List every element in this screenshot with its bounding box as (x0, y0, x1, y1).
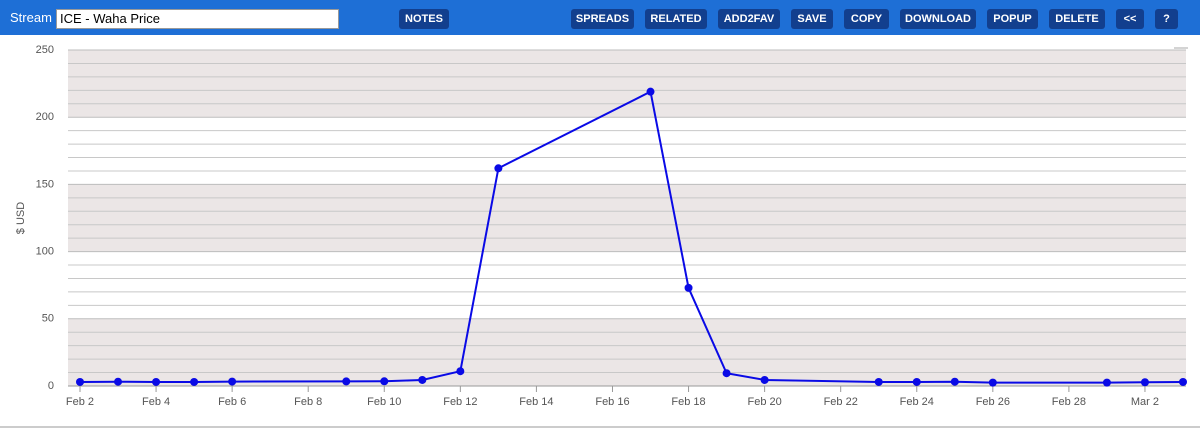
data-point (380, 377, 389, 386)
toolbar: Stream ICE - Waha Price NOTES SPREADS RE… (0, 0, 1200, 35)
data-point (76, 377, 84, 386)
button[interactable]: DELETE (1049, 9, 1105, 29)
x-tick-label: Feb 14 (519, 396, 553, 408)
button[interactable]: RELATED (645, 9, 707, 29)
x-tick-label: Feb 26 (976, 396, 1010, 408)
y-tick-label: 100 (36, 246, 54, 258)
data-point (646, 87, 655, 96)
grid-band (68, 318, 1186, 386)
button[interactable]: NOTES (399, 9, 449, 29)
data-point (988, 378, 997, 387)
data-point (1140, 378, 1149, 387)
x-tick-label: Feb 24 (900, 396, 934, 408)
y-tick-label: 200 (36, 111, 54, 123)
x-tick-label: Feb 28 (1052, 396, 1086, 408)
x-tick-label: Feb 16 (595, 396, 629, 408)
y-tick-label: 250 (36, 44, 54, 56)
data-point (418, 375, 427, 384)
data-point (874, 377, 883, 386)
data-point (760, 375, 769, 384)
data-point (684, 283, 693, 292)
data-point (152, 377, 161, 386)
data-point (114, 377, 123, 386)
button[interactable]: DOWNLOAD (900, 9, 976, 29)
stream-input[interactable]: ICE - Waha Price (56, 9, 339, 29)
grid-band (68, 50, 1186, 118)
grid-band (68, 184, 1186, 252)
data-point (456, 367, 465, 376)
data-point (190, 377, 199, 386)
data-point (722, 369, 731, 378)
y-axis-label: $ USD (15, 202, 27, 234)
x-tick-label: Feb 6 (218, 396, 246, 408)
y-tick-label: 0 (48, 380, 54, 392)
y-tick-label: 50 (42, 313, 54, 325)
data-point (342, 377, 351, 386)
x-tick-label: Mar 2 (1131, 396, 1159, 408)
button[interactable]: COPY (844, 9, 889, 29)
button[interactable]: ADD2FAV (718, 9, 780, 29)
y-tick-label: 150 (36, 178, 54, 190)
x-tick-label: Feb 4 (142, 396, 170, 408)
x-tick-label: Feb 18 (671, 396, 705, 408)
x-tick-label: Feb 10 (367, 396, 401, 408)
x-tick-label: Feb 2 (66, 396, 94, 408)
data-point (1179, 377, 1187, 386)
data-point (950, 377, 959, 386)
x-tick-label: Feb 8 (294, 396, 322, 408)
button[interactable]: POPUP (987, 9, 1038, 29)
button[interactable]: << (1116, 9, 1144, 29)
stream-label: Stream (10, 10, 52, 25)
x-tick-label: Feb 12 (443, 396, 477, 408)
data-point (494, 164, 503, 173)
button[interactable]: SAVE (791, 9, 833, 29)
data-point (1102, 378, 1111, 387)
x-tick-label: Feb 22 (824, 396, 858, 408)
data-point (228, 377, 237, 386)
x-tick-label: Feb 20 (747, 396, 781, 408)
button[interactable]: ? (1155, 9, 1178, 29)
button[interactable]: SPREADS (571, 9, 634, 29)
chart: $ USD 0 50 100 150 200 250 Feb 2 Feb 4 Feb 6 Feb … (0, 44, 1200, 428)
data-point (912, 377, 921, 386)
